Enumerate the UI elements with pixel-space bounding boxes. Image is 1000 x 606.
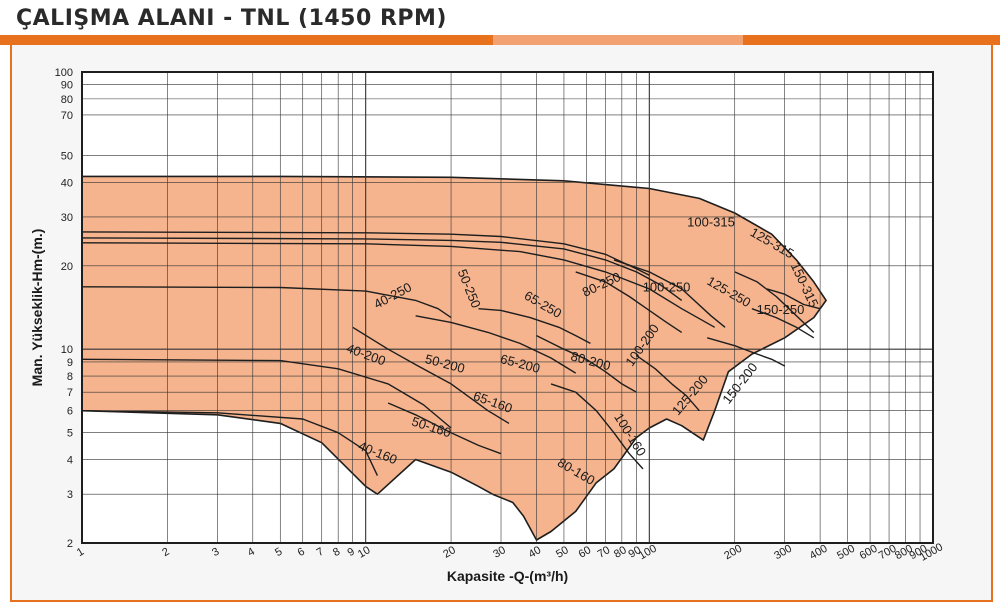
x-tick-label: 40 [527, 544, 544, 561]
x-tick-label: 200 [722, 543, 744, 563]
y-tick-label: 100 [55, 67, 73, 79]
x-tick-label: 2 [160, 546, 171, 559]
x-tick-label: 80 [612, 544, 629, 561]
x-tick-label: 100 [637, 543, 659, 563]
x-axis-title: Kapasite -Q-(m³/h) [447, 568, 568, 584]
y-tick-label: 20 [61, 261, 73, 273]
y-axis-title: Man. Yükseklik-Hm-(m.) [29, 229, 45, 387]
y-tick-label: 30 [61, 212, 73, 224]
band-segment [0, 35, 493, 45]
page-title: ÇALIŞMA ALANI - TNL (1450 RPM) [16, 6, 447, 31]
pump-curve [751, 308, 815, 339]
band-segment [493, 35, 743, 45]
x-tick-label: 7 [315, 546, 326, 559]
y-tick-label: 50 [61, 150, 73, 162]
x-tick-label: 30 [491, 544, 508, 561]
x-tick-label: 10 [356, 544, 373, 561]
header-accent-band [0, 35, 1000, 45]
plot-border [81, 71, 934, 544]
y-tick-label: 8 [67, 371, 73, 383]
x-tick-label: 3 [210, 546, 221, 559]
pump-curve [536, 334, 637, 393]
x-tick-label: 4 [246, 546, 257, 559]
y-tick-label: 3 [67, 489, 73, 501]
y-tick-label: 80 [61, 94, 73, 106]
band-segment [743, 35, 1000, 45]
y-tick-label: 5 [67, 428, 73, 440]
y-tick-label: 9 [67, 357, 73, 369]
curve-layer [81, 231, 821, 476]
region-label: 100-315 [687, 215, 735, 230]
x-tick-label: 500 [835, 543, 857, 563]
pump-curve [352, 326, 510, 424]
pump-curve [81, 237, 683, 301]
x-tick-label: 70 [596, 544, 613, 561]
x-tick-label: 9 [346, 546, 357, 559]
pump-curve [766, 288, 821, 310]
y-tick-label: 90 [61, 80, 73, 92]
x-tick-label: 60 [577, 544, 594, 561]
x-tick-label: 400 [808, 543, 830, 563]
y-tick-label: 10 [61, 344, 73, 356]
pump-curve [415, 315, 577, 374]
x-tick-label: 50 [554, 544, 571, 561]
pump-curve [575, 271, 683, 333]
pump-curve [478, 308, 591, 345]
region-label: 150-250 [757, 302, 805, 317]
y-tick-label: 6 [67, 406, 73, 418]
pump-curve [734, 271, 815, 333]
x-tick-label: 6 [296, 546, 307, 559]
x-tick-label: 8 [331, 546, 342, 559]
pump-curve [81, 410, 379, 476]
y-tick-label: 70 [61, 110, 73, 122]
region-label: 100-250 [643, 280, 691, 295]
pump-curve [613, 259, 726, 328]
pump-curve [81, 358, 452, 429]
x-tick-label: 5 [273, 546, 284, 559]
pump-curve [387, 402, 502, 455]
pump-curve [635, 354, 700, 412]
x-tick-label: 90 [627, 544, 644, 561]
y-tick-label: 40 [61, 177, 73, 189]
pump-curve [707, 337, 786, 367]
pump-curve [81, 242, 716, 328]
y-tick-label: 2 [67, 538, 73, 550]
x-tick-label: 20 [441, 544, 458, 561]
y-tick-label: 7 [67, 387, 73, 399]
x-tick-label: 300 [772, 543, 794, 563]
pump-curve [550, 383, 644, 470]
pump-curve [81, 286, 452, 319]
x-tick-label: 1 [75, 546, 86, 559]
y-tick-label: 4 [67, 455, 73, 467]
